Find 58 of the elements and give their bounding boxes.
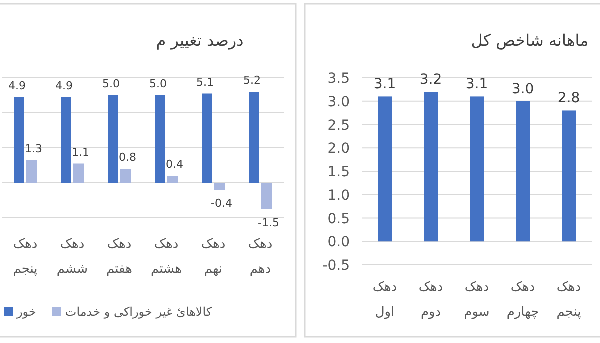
data-label: 5.0 — [102, 78, 120, 90]
bar — [155, 96, 166, 183]
y-tick-label: 2.5 — [328, 118, 350, 134]
data-label: 5.2 — [244, 74, 261, 87]
x-tick-label: دهک پنجم — [556, 280, 582, 320]
y-tick-label: -0.5 — [322, 258, 350, 274]
bar — [516, 101, 530, 242]
bar — [214, 183, 225, 190]
y-tick-label: 0.5 — [328, 211, 350, 228]
data-label: 4.9 — [8, 79, 26, 92]
data-label: 3.1 — [374, 76, 396, 93]
data-label: 1.1 — [72, 146, 90, 159]
data-label: 3.0 — [512, 81, 534, 98]
data-label: -0.4 — [211, 197, 232, 210]
x-tick-label: دهک دهم — [248, 237, 273, 277]
x-tick-label: دهک هشتم — [150, 237, 182, 277]
y-tick-label: 3.5 — [328, 71, 350, 87]
bar — [378, 96, 392, 242]
bar — [249, 92, 260, 183]
bar — [562, 110, 576, 242]
x-tick-label: دهک پنجم — [13, 237, 38, 277]
bar — [470, 96, 484, 242]
bar — [202, 94, 212, 183]
legend-label: کالاهایٔ غیر خوراکی و خدمات — [65, 305, 212, 319]
y-tick-label: 0.0 — [328, 234, 350, 251]
x-tick-label: دهک چهارم — [506, 280, 540, 320]
legend-label: خور — [16, 305, 36, 319]
y-tick-label: 3.0 — [328, 94, 350, 110]
bar — [120, 169, 131, 183]
x-tick-label: دهک سوم — [464, 280, 490, 320]
bar — [108, 96, 118, 183]
bar — [424, 92, 438, 242]
y-tick-label: 1.0 — [328, 188, 350, 204]
bar — [168, 176, 178, 183]
data-label: 0.8 — [119, 151, 136, 164]
bar — [26, 160, 37, 183]
data-label: 0.4 — [166, 158, 184, 171]
data-label: 2.8 — [558, 90, 580, 107]
data-label: -1.5 — [258, 216, 280, 230]
bar — [14, 97, 24, 183]
bar — [61, 97, 72, 183]
chart-title: درصد تغییر م — [156, 31, 244, 50]
chart-title: ماهانه شاخص کل — [471, 31, 589, 50]
data-label: 3.2 — [420, 72, 442, 88]
y-tick-label: 2.0 — [328, 141, 350, 158]
bar — [74, 164, 84, 183]
x-tick-label: دهک اول — [372, 280, 398, 320]
data-label: 1.3 — [25, 142, 42, 156]
x-tick-label: دهک ششم — [56, 237, 88, 277]
bar — [262, 183, 272, 210]
data-label: 5.0 — [150, 78, 167, 90]
x-tick-label: دهک دوم — [418, 280, 444, 320]
data-label: 3.1 — [466, 76, 488, 93]
y-tick-label: 1.5 — [328, 164, 350, 180]
data-label: 5.1 — [196, 76, 214, 89]
x-tick-label: دهک نهم — [201, 237, 226, 277]
data-label: 4.9 — [56, 79, 73, 92]
x-tick-label: دهک هفتم — [106, 237, 133, 277]
